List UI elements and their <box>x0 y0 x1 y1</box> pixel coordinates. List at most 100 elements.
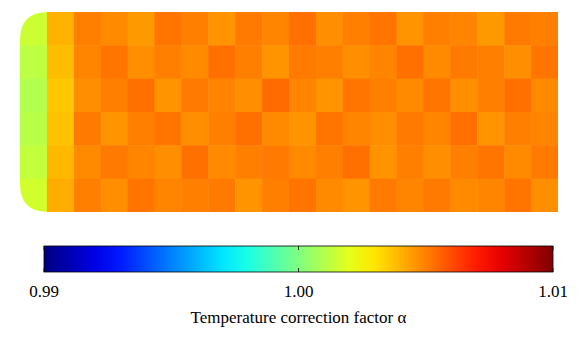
cell <box>477 112 504 146</box>
cell <box>181 45 208 79</box>
cell <box>424 179 451 213</box>
cell <box>450 145 477 179</box>
cell <box>477 145 504 179</box>
cell <box>316 79 343 113</box>
chart: 0.991.001.01Temperature correction facto… <box>0 0 587 358</box>
cell <box>208 112 235 146</box>
cell <box>47 112 74 146</box>
cell <box>450 112 477 146</box>
cell <box>262 45 289 79</box>
cell <box>531 179 558 213</box>
cell <box>20 12 47 46</box>
cell <box>128 112 155 146</box>
cell <box>343 179 370 213</box>
cell <box>450 12 477 46</box>
cell <box>74 179 101 213</box>
cell <box>316 145 343 179</box>
cell <box>477 79 504 113</box>
cell <box>531 45 558 79</box>
cell <box>208 12 235 46</box>
cell <box>370 179 397 213</box>
cell <box>155 112 182 146</box>
cell <box>504 12 531 46</box>
colorbar-tick <box>298 246 299 250</box>
cell <box>47 45 74 79</box>
cell <box>343 12 370 46</box>
colorbar-tick-label: 0.99 <box>29 282 59 301</box>
cell <box>424 145 451 179</box>
cell <box>235 12 262 46</box>
cell <box>424 112 451 146</box>
cell <box>262 112 289 146</box>
cell <box>74 79 101 113</box>
cell <box>181 12 208 46</box>
cell <box>155 12 182 46</box>
colorbar-tick <box>44 268 45 272</box>
cell <box>424 45 451 79</box>
cell <box>208 145 235 179</box>
cell <box>235 179 262 213</box>
cell <box>370 12 397 46</box>
cell <box>235 45 262 79</box>
cell <box>235 79 262 113</box>
colorbar-tick <box>553 246 554 250</box>
cell <box>47 12 74 46</box>
cell <box>397 112 424 146</box>
cell <box>20 45 47 79</box>
cell <box>155 79 182 113</box>
cell <box>531 145 558 179</box>
cell <box>235 112 262 146</box>
cell <box>531 112 558 146</box>
cell <box>397 12 424 46</box>
colorbar-tick <box>298 268 299 272</box>
cell <box>316 12 343 46</box>
cell <box>397 179 424 213</box>
cell <box>343 79 370 113</box>
cell <box>504 179 531 213</box>
cell <box>47 145 74 179</box>
cell <box>477 12 504 46</box>
cell <box>155 45 182 79</box>
cell <box>101 112 128 146</box>
cell <box>128 12 155 46</box>
heatmap-cells <box>20 12 559 213</box>
cell <box>397 45 424 79</box>
cell <box>424 79 451 113</box>
cell <box>504 145 531 179</box>
cell <box>316 45 343 79</box>
colorbar-tick-label: 1.01 <box>538 282 568 301</box>
cell <box>289 45 316 79</box>
cell <box>181 79 208 113</box>
cell <box>370 112 397 146</box>
cell <box>370 45 397 79</box>
colorbar-title: Temperature correction factor α <box>191 308 407 327</box>
cell <box>289 112 316 146</box>
cell <box>262 79 289 113</box>
cell <box>343 45 370 79</box>
cell <box>397 145 424 179</box>
cell <box>450 79 477 113</box>
cell <box>450 179 477 213</box>
cell <box>74 12 101 46</box>
cell <box>262 145 289 179</box>
cell <box>20 179 47 213</box>
cell <box>181 112 208 146</box>
cell <box>208 179 235 213</box>
cell <box>101 45 128 79</box>
cell <box>20 145 47 179</box>
cell <box>128 179 155 213</box>
cell <box>74 45 101 79</box>
cell <box>477 179 504 213</box>
cell <box>343 145 370 179</box>
cell <box>74 112 101 146</box>
cell <box>235 145 262 179</box>
cell <box>289 79 316 113</box>
cell <box>181 145 208 179</box>
cell <box>181 179 208 213</box>
cell <box>74 145 101 179</box>
cell <box>128 45 155 79</box>
cell <box>208 45 235 79</box>
cell <box>504 112 531 146</box>
cell <box>370 79 397 113</box>
cell <box>343 112 370 146</box>
